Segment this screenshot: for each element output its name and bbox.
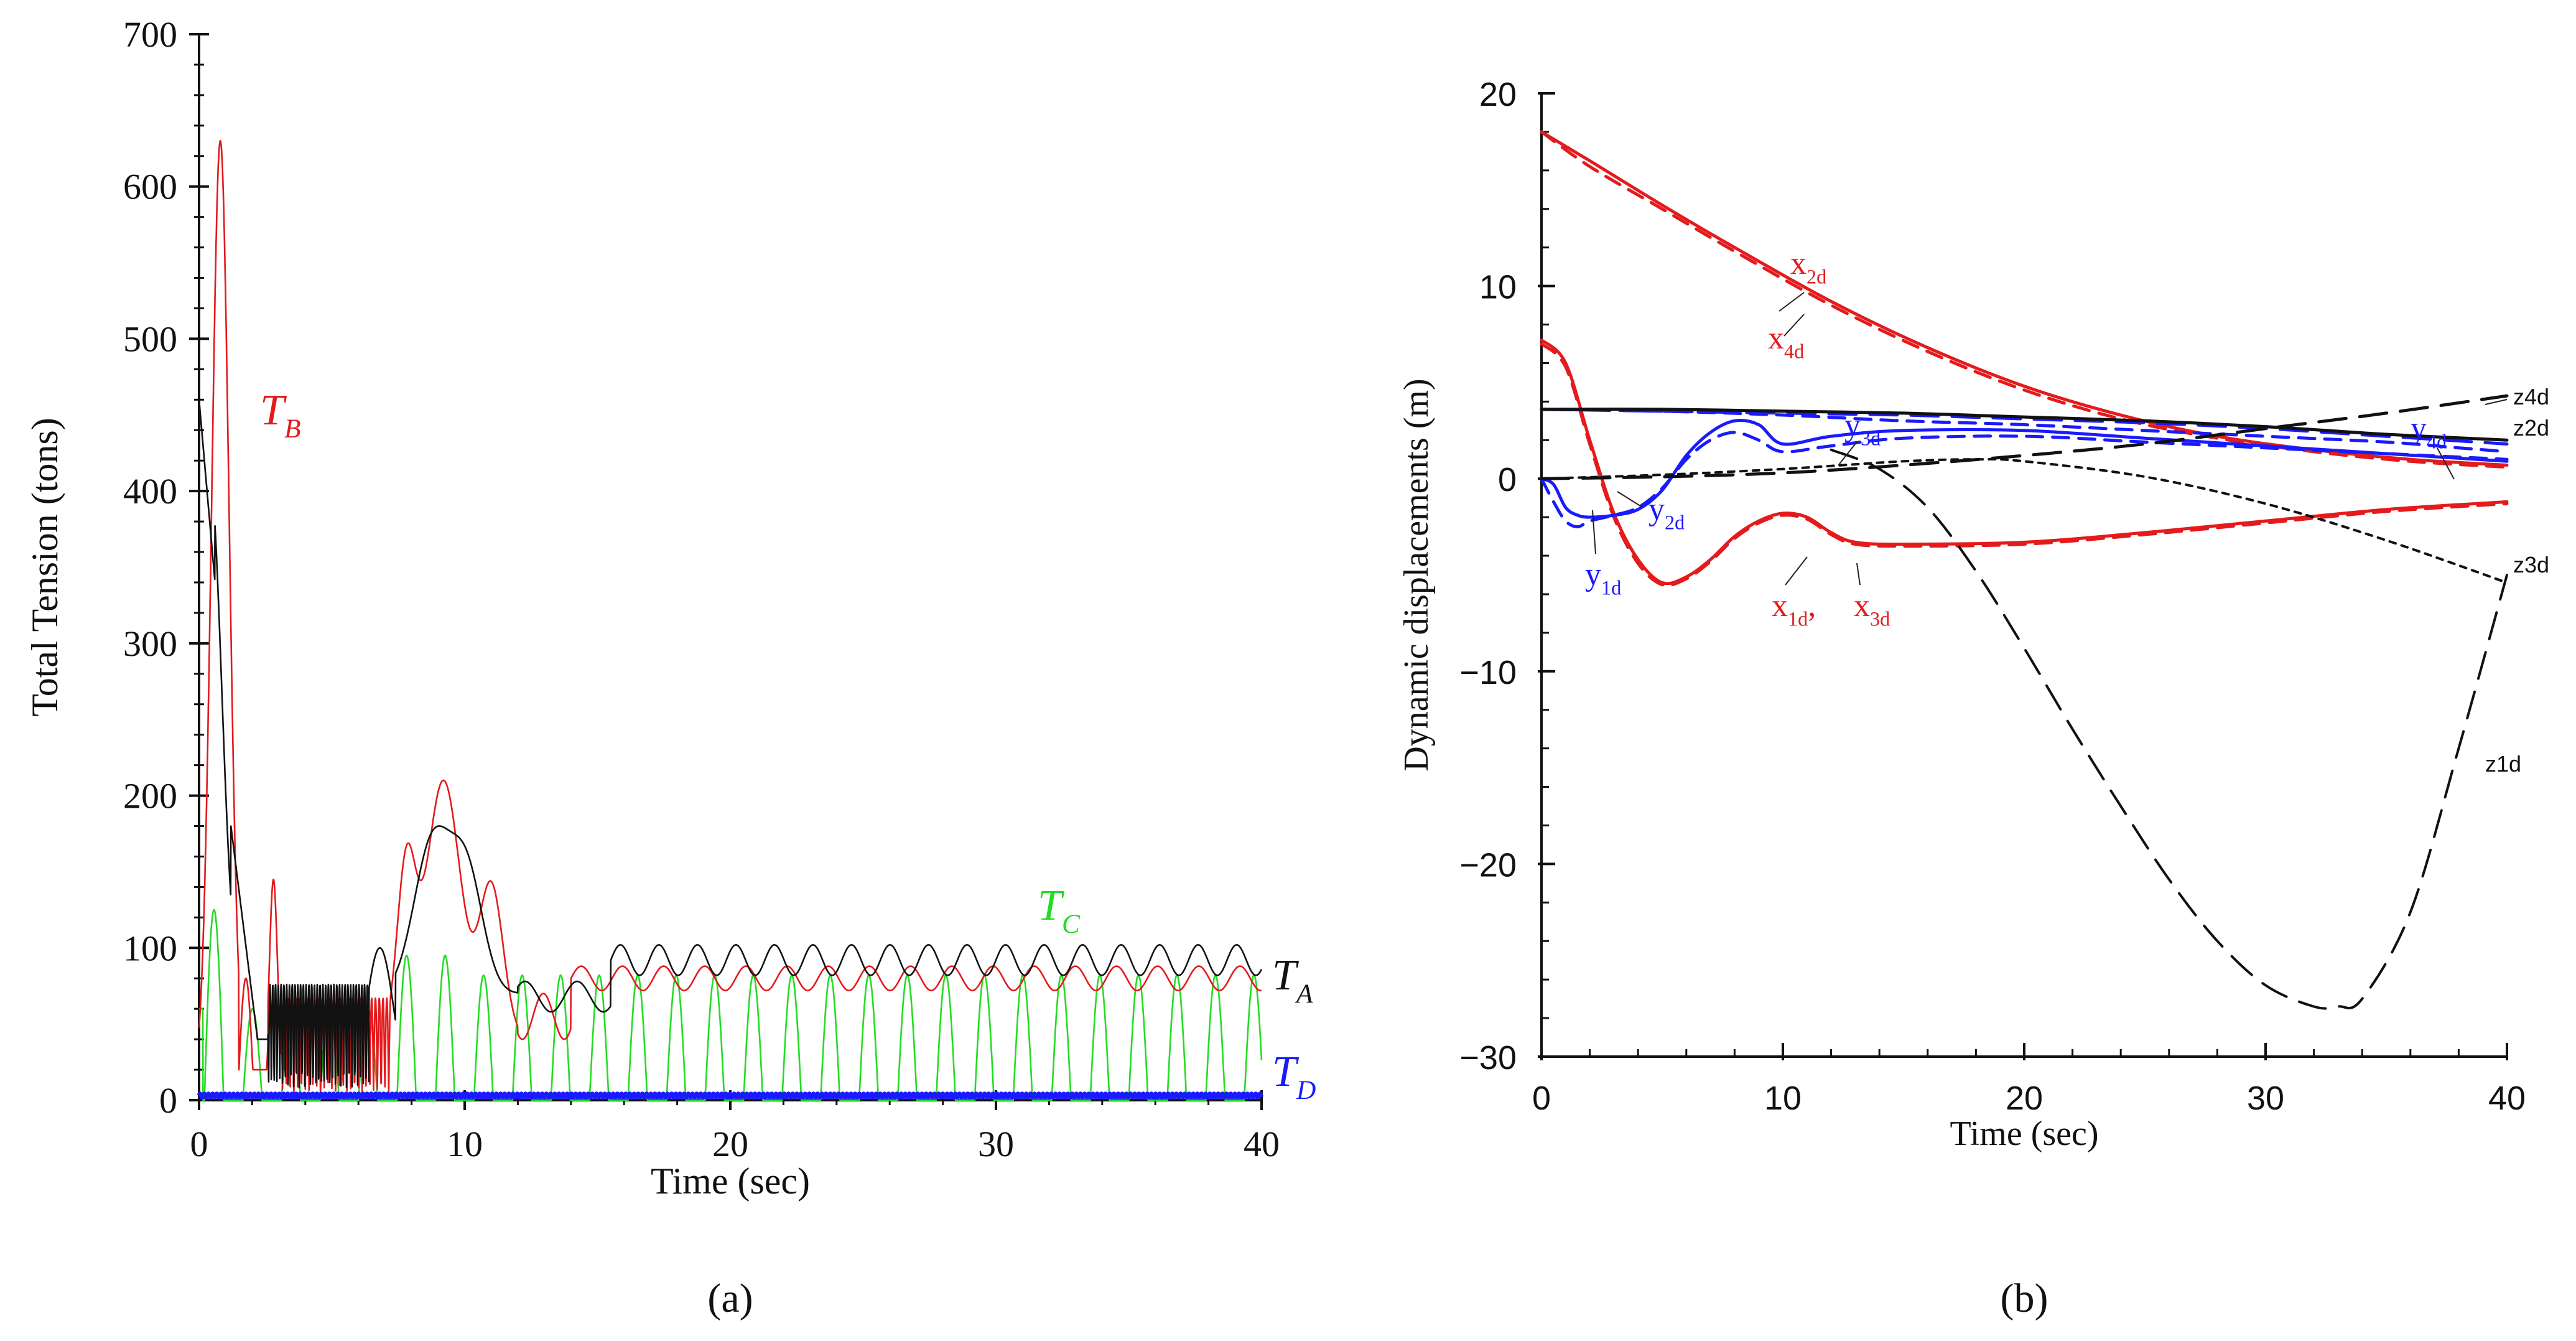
series-line-T_A — [198, 399, 1263, 1089]
series-line-T_C — [198, 909, 1263, 1101]
series-label-T_C: TC — [1038, 882, 1081, 939]
panel-a-tension-chart: 0 100 200 300 400 500 600 700 0 10 20 30 40 Time (sec… — [24, 14, 1316, 1321]
annotation-x2d: x2d — [1790, 246, 1826, 288]
series-label-T_B: TB — [260, 386, 300, 444]
y-tick-label: 0 — [159, 1080, 177, 1121]
series-line-x3d — [1540, 342, 2509, 587]
x-tick-label: 40 — [2488, 1080, 2526, 1117]
annotation-z2d: z2d — [2513, 415, 2549, 441]
y-axis-title: Dynamic displacements (m) — [1397, 378, 1436, 771]
annotation-leader — [1838, 441, 1858, 466]
annotation-leader — [1779, 292, 1805, 312]
x-tick-label: 0 — [190, 1124, 208, 1164]
x-tick-label: 10 — [447, 1124, 483, 1164]
y-tick-label: −10 — [1459, 654, 1517, 691]
series-line-z1d — [1830, 448, 2508, 1010]
series-line-z2d — [1540, 407, 2509, 442]
y-tick-label: 500 — [123, 319, 177, 359]
annotation-z4d: z4d — [2513, 384, 2549, 409]
annotation-z3d: z3d — [2513, 552, 2549, 577]
annotation-x1d: x1d, — [1772, 588, 1816, 630]
y-tick-label: −30 — [1459, 1039, 1517, 1077]
series-line-T_D — [197, 1091, 1264, 1100]
x-tick-label: 10 — [1764, 1080, 1802, 1117]
series-line-y2d — [1540, 419, 2509, 519]
y-tick-label: −20 — [1459, 846, 1517, 884]
panel-a-caption: (a) — [707, 1276, 753, 1321]
y-tick-label: 20 — [1479, 76, 1517, 113]
panel-b-displacement-chart: −30 −20 −10 0 10 20 0 10 20 30 40 Time (sec) Dynamic… — [1397, 76, 2549, 1321]
annotation-leader — [2437, 447, 2455, 480]
y-tick-label: 600 — [123, 167, 177, 207]
x-axis-title: Time (sec) — [1950, 1114, 2098, 1153]
annotation-y1d: y1d — [1585, 557, 1621, 599]
annotation-x4d: x4d — [1768, 320, 1804, 363]
y-tick-label: 0 — [1498, 461, 1517, 498]
series-line-x4d — [1540, 130, 2509, 469]
x-tick-label: 30 — [978, 1124, 1014, 1164]
x-tick-label: 20 — [712, 1124, 748, 1164]
annotation-x3d: x3d — [1854, 588, 1890, 630]
series-line-y4d — [1540, 408, 2509, 446]
y-tick-label: 700 — [123, 14, 177, 55]
annotation-leader — [2485, 399, 2508, 405]
y-tick-label: 200 — [123, 776, 177, 816]
panel-b-caption: (b) — [2001, 1276, 2048, 1321]
x-tick-label: 0 — [1532, 1080, 1551, 1117]
annotation-leader — [1856, 563, 1861, 586]
y-axis-title: Total Tension (tons) — [24, 418, 65, 716]
series-line-T_B — [198, 140, 1262, 1093]
series-label-T_D: TD — [1272, 1048, 1316, 1105]
x-tick-label: 30 — [2247, 1080, 2284, 1117]
annotation-leader — [1617, 491, 1643, 508]
x-tick-label: 40 — [1244, 1124, 1280, 1164]
annotation-leader — [1783, 314, 1805, 337]
y-tick-label: 10 — [1479, 269, 1517, 306]
y-tick-label: 100 — [123, 928, 177, 968]
annotation-y2d: y2d — [1648, 492, 1685, 534]
x-axis-title: Time (sec) — [651, 1161, 810, 1202]
series-line-z3d — [1540, 457, 2508, 584]
annotation-leader — [1592, 510, 1596, 554]
annotation-y4d: y4d — [2411, 411, 2447, 453]
annotation-leader — [1785, 556, 1808, 586]
annotation-z1d: z1d — [2485, 751, 2521, 777]
series-label-T_A: TA — [1272, 951, 1313, 1009]
series-line-x1d — [1540, 338, 2509, 586]
x-tick-label: 20 — [2006, 1080, 2043, 1117]
y-tick-label: 400 — [123, 471, 177, 512]
y-tick-label: 300 — [123, 624, 177, 664]
annotation-y3d: y3d — [1844, 408, 1881, 450]
